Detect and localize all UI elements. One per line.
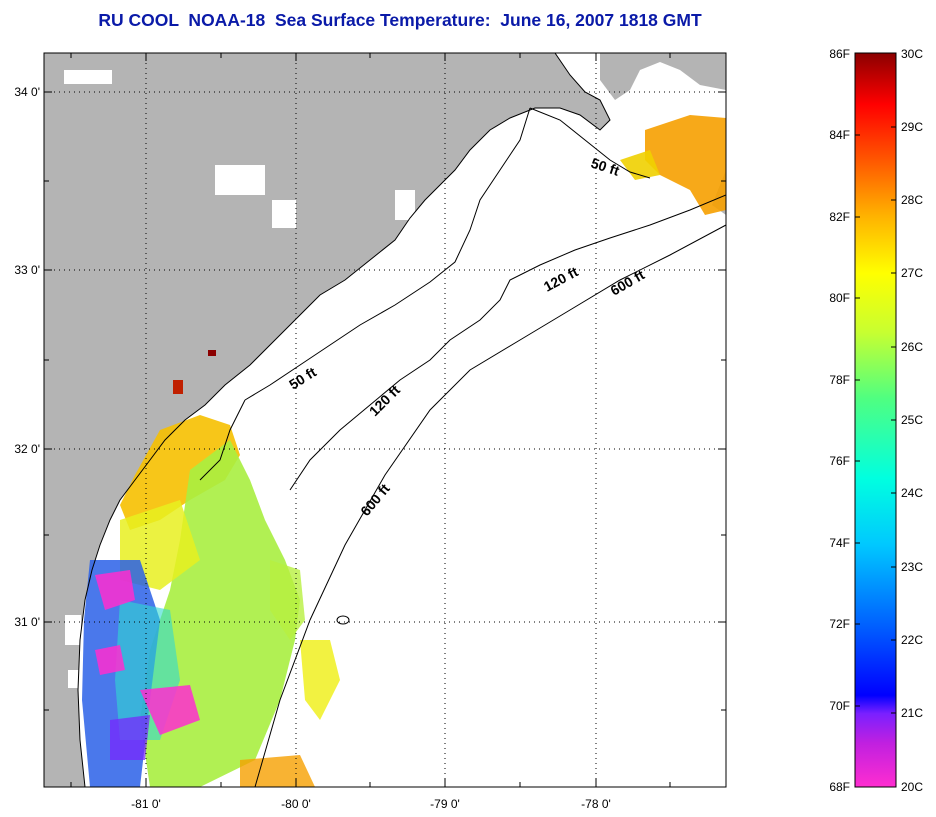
lon-label-81: -81 0' (131, 797, 161, 811)
colorbar-c-29: 29C (901, 120, 923, 134)
colorbar-c-30: 30C (901, 47, 923, 61)
longitude-labels: -81 0' -80 0' -79 0' -78 0' (131, 797, 611, 811)
contour-600ft (254, 224, 726, 787)
colorbar-c-26: 26C (901, 340, 923, 354)
lat-label-32: 32 0' (14, 442, 40, 456)
map-frame (43, 52, 727, 788)
lon-label-80: -80 0' (281, 797, 311, 811)
colorbar-f-82: 82F (829, 210, 850, 224)
coastline (77, 53, 611, 787)
sst-hot-pixel-2 (208, 350, 216, 356)
colorbar-f-84: 84F (829, 128, 850, 142)
colorbar-c-20: 20C (901, 780, 923, 794)
colorbar-f-72: 72F (829, 617, 850, 631)
colorbar-fahrenheit-labels: 86F 84F 82F 80F 78F 76F 74F 72F 70F 68F (829, 47, 850, 794)
sst-data-field (82, 115, 726, 787)
colorbar-c-22: 22C (901, 633, 923, 647)
lat-label-31: 31 0' (14, 615, 40, 629)
latitude-labels: 34 0' 33 0' 32 0' 31 0' (14, 85, 40, 629)
colorbar-c-24: 24C (901, 486, 923, 500)
colorbar-gradient (854, 52, 897, 788)
colorbar-f-76: 76F (829, 454, 850, 468)
no-data-specks (64, 70, 415, 688)
map-title: RU COOL NOAA-18 Sea Surface Temperature:… (98, 10, 702, 30)
colorbar-c-25: 25C (901, 413, 923, 427)
colorbar-c-28: 28C (901, 193, 923, 207)
colorbar-f-74: 74F (829, 536, 850, 550)
colorbar-c-27: 27C (901, 266, 923, 280)
sst-green-offshore (270, 560, 305, 640)
sst-offshore-yellow-speckles (300, 640, 340, 720)
sst-magenta-patch-2 (140, 685, 200, 735)
map-ticks (44, 53, 726, 787)
sst-magenta-patch-1 (95, 570, 135, 610)
colorbar-f-80: 80F (829, 291, 850, 305)
colorbar-c-21: 21C (901, 706, 923, 720)
land-mass-northeast (600, 53, 726, 100)
colorbar-f-68: 68F (829, 780, 850, 794)
land-mass (44, 53, 610, 787)
sst-magenta-patch-3 (95, 645, 125, 675)
lat-label-33: 33 0' (14, 263, 40, 277)
colorbar-f-86: 86F (829, 47, 850, 61)
sst-hot-pixel-3 (173, 380, 183, 394)
temperature-colorbar: 86F 84F 82F 80F 78F 76F 74F 72F 70F 68F … (829, 47, 923, 794)
colorbar-c-23: 23C (901, 560, 923, 574)
colorbar-f-70: 70F (829, 699, 850, 713)
contour-120ft (289, 194, 726, 491)
contour-50ft (199, 107, 651, 481)
colorbar-f-78: 78F (829, 373, 850, 387)
contour-600ft-loop (336, 615, 350, 625)
lon-label-78: -78 0' (581, 797, 611, 811)
colorbar-celsius-labels: 30C 29C 28C 27C 26C 25C 24C 23C 22C 21C … (901, 47, 923, 794)
sst-northeast-warm (645, 115, 726, 215)
sst-warm-nearshore (120, 415, 240, 530)
map-plot-area: 50 ft 50 ft 120 ft 120 ft 600 ft 600 ft … (14, 52, 727, 811)
graticule (44, 53, 726, 787)
lon-label-79: -79 0' (430, 797, 460, 811)
sst-purple-patch (110, 715, 150, 760)
lat-label-34: 34 0' (14, 85, 40, 99)
colorbar-ticks (855, 126, 896, 714)
